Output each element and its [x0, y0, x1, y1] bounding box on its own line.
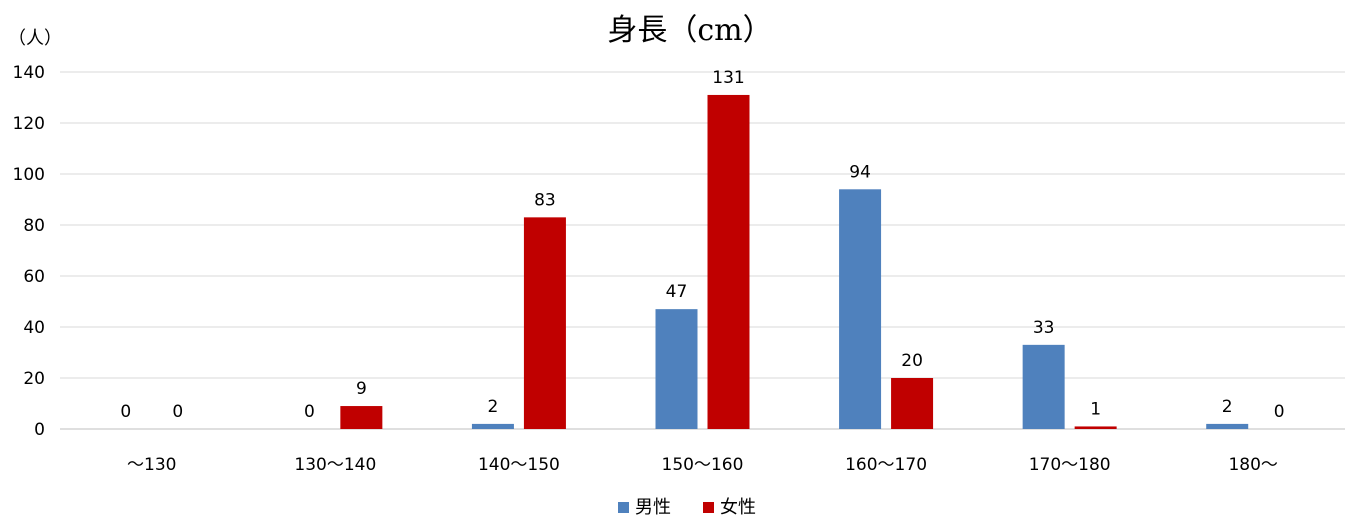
bar-female — [707, 94, 750, 429]
x-tick-label: 180～ — [1228, 455, 1277, 475]
legend: 男性 女性 — [618, 497, 756, 518]
legend-swatch-male — [618, 502, 629, 513]
data-label: 0 — [1274, 402, 1285, 422]
bars — [340, 94, 1249, 429]
bar-female — [891, 378, 934, 429]
data-label: 0 — [120, 402, 131, 422]
legend-label: 女性 — [720, 497, 756, 518]
bar-female — [1074, 426, 1117, 429]
bar-female — [340, 406, 383, 429]
data-label: 0 — [304, 402, 315, 422]
x-tick-label: 170～180 — [1029, 455, 1111, 475]
data-label: 47 — [666, 282, 688, 302]
data-label: 2 — [488, 397, 499, 417]
y-tick-label: 60 — [23, 267, 45, 287]
bar-male — [655, 309, 698, 429]
data-label: 2 — [1222, 397, 1233, 417]
data-label: 1 — [1090, 399, 1101, 419]
y-tick-label: 40 — [23, 318, 45, 338]
data-label: 0 — [172, 402, 183, 422]
y-tick-label: 100 — [13, 165, 45, 185]
data-label: 94 — [849, 162, 871, 182]
legend-swatch-female — [703, 502, 714, 513]
x-tick-label: 140～150 — [478, 455, 560, 475]
bar-female — [523, 217, 566, 429]
x-axis-ticks: ～130 130～140 140～150 150～160 160～170 170～180 1… — [127, 455, 1278, 475]
y-axis-ticks: 0 20 40 60 80 100 120 140 — [13, 63, 45, 440]
gridlines — [60, 71, 1345, 430]
y-tick-label: 80 — [23, 216, 45, 236]
bar-male — [1206, 423, 1249, 429]
data-label: 131 — [712, 68, 744, 88]
x-tick-label: 150～160 — [662, 455, 744, 475]
data-label: 33 — [1033, 318, 1055, 338]
x-tick-label: ～130 — [127, 455, 176, 475]
data-label: 83 — [534, 190, 556, 210]
data-label: 9 — [356, 379, 367, 399]
y-tick-label: 120 — [13, 114, 45, 134]
chart-title: 身長（cm） — [607, 13, 772, 48]
y-tick-label: 20 — [23, 369, 45, 389]
bar-male — [1022, 344, 1065, 429]
y-tick-label: 140 — [13, 63, 45, 83]
x-tick-label: 130～140 — [294, 455, 376, 475]
y-axis-unit-label: （人） — [8, 28, 62, 49]
data-label: 20 — [901, 351, 923, 371]
bar-male — [839, 189, 882, 429]
y-tick-label: 0 — [34, 420, 45, 440]
x-tick-label: 160～170 — [845, 455, 927, 475]
legend-label: 男性 — [635, 497, 671, 518]
bar-male — [471, 423, 514, 429]
